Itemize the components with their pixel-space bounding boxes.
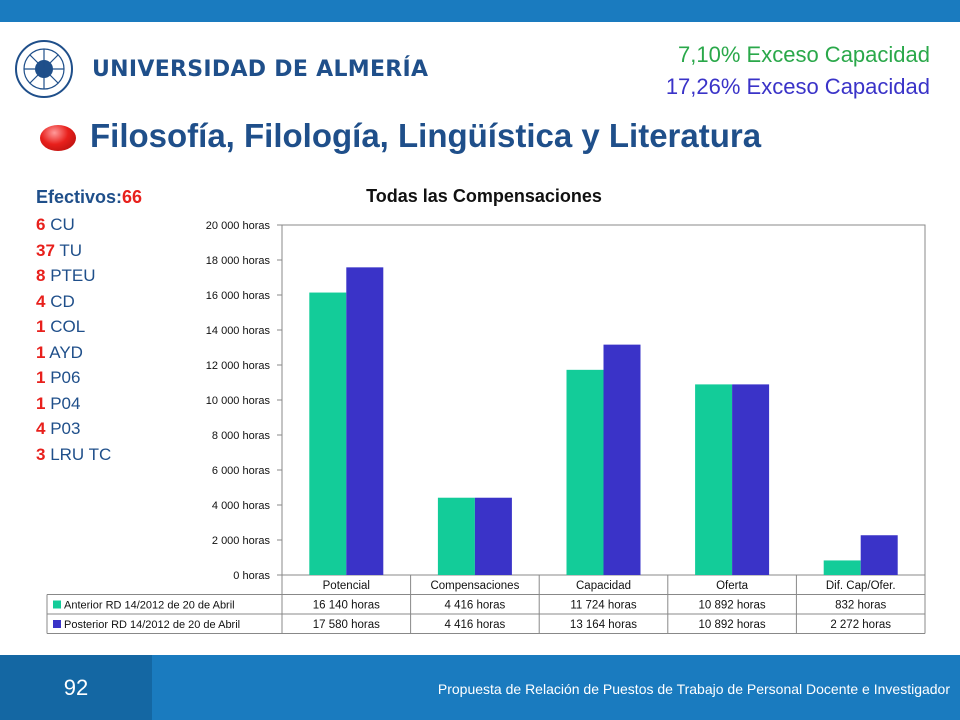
y-tick-label: 0 horas — [233, 570, 270, 582]
y-tick-label: 20 000 horas — [206, 220, 271, 232]
legend-swatch — [53, 620, 61, 628]
staff-count: 3 — [36, 444, 46, 464]
y-tick-label: 4 000 horas — [212, 500, 271, 512]
staff-count: 8 — [36, 266, 46, 285]
staff-code: TU — [54, 240, 82, 260]
data-label: 4 416 horas — [445, 619, 506, 631]
staff-code: P04 — [45, 393, 81, 413]
data-label: 4 416 horas — [445, 600, 506, 612]
legend-swatch — [53, 600, 61, 609]
staff-code: PTEU — [45, 266, 96, 285]
category-label: Oferta — [716, 580, 749, 592]
staff-row: 3 LRU TC — [36, 442, 142, 468]
staff-row: 1 COL — [36, 314, 142, 340]
excess-pct-1: 7,10% — [678, 42, 741, 67]
y-tick-label: 8 000 horas — [212, 430, 271, 442]
bar-posterior — [860, 535, 898, 575]
staff-row: 1 P04 — [36, 391, 142, 417]
y-tick-label: 6 000 horas — [212, 465, 271, 477]
bar-chart: 0 horas 2 000 horas 4 000 horas 6 000 horas… — [46, 220, 926, 634]
staff-count: 6 — [36, 215, 46, 234]
staff-row: 4 CD — [36, 289, 142, 315]
excess-text-2: Exceso Capacidad — [740, 74, 930, 99]
staff-count: 1 — [36, 317, 46, 336]
data-label: 10 892 horas — [699, 619, 766, 631]
category-label: Potencial — [323, 580, 370, 592]
staff-row: 4 P03 — [36, 416, 142, 442]
top-bar — [0, 0, 960, 22]
y-tick-label: 14 000 horas — [206, 325, 271, 337]
bar-posterior — [732, 384, 770, 575]
staff-row: 37 TU — [36, 238, 142, 264]
data-label: 13 164 horas — [570, 619, 637, 631]
data-label: 10 892 horas — [699, 600, 766, 612]
bar-anterior — [309, 292, 347, 575]
page-title: Filosofía, Filología, Lingüística y Lite… — [90, 117, 762, 154]
bar-anterior — [437, 497, 475, 575]
y-tick-label: 2 000 horas — [212, 535, 271, 547]
red-bullet-icon — [40, 125, 76, 151]
data-label: 2 272 horas — [830, 619, 891, 631]
y-tick-label: 16 000 horas — [206, 290, 271, 302]
staff-code: AYD — [45, 342, 83, 362]
excess-text-1: Exceso Capacidad — [740, 42, 930, 67]
staff-code: CD — [45, 291, 75, 311]
staff-header: Efectivos:66 — [36, 187, 142, 208]
staff-code: LRU TC — [45, 444, 112, 464]
excess-line-2: 17,26% Exceso Capacidad — [666, 74, 930, 100]
staff-count: 37 — [36, 240, 55, 260]
y-tick-label: 10 000 horas — [206, 395, 271, 407]
footer-text: Propuesta de Relación de Puestos de Trab… — [437, 681, 950, 697]
data-label: 17 580 horas — [313, 619, 380, 631]
data-label: 16 140 horas — [313, 600, 380, 612]
bar-posterior — [474, 497, 512, 575]
university-logo — [15, 40, 73, 98]
category-label: Capacidad — [576, 580, 631, 592]
chart-title: Todas las Compensaciones — [366, 186, 602, 206]
excess-pct-2: 17,26% — [665, 74, 741, 99]
page-number: 92 — [0, 655, 152, 720]
staff-total: 66 — [122, 187, 143, 207]
staff-row: 6 CU — [36, 212, 142, 238]
staff-count: 4 — [36, 419, 46, 438]
staff-count: 4 — [36, 291, 46, 311]
legend-series-name: Posterior RD 14/2012 de 20 de Abril — [64, 619, 240, 631]
data-label: 832 horas — [835, 600, 886, 612]
staff-count: 1 — [36, 342, 46, 362]
staff-row: 1 P06 — [36, 365, 142, 391]
y-tick-label: 18 000 horas — [206, 255, 271, 267]
data-label: 11 724 horas — [570, 600, 637, 612]
staff-code: P03 — [45, 419, 81, 438]
category-label: Compensaciones — [430, 580, 519, 592]
staff-count: 1 — [36, 393, 46, 413]
staff-code: P06 — [45, 368, 81, 387]
legend-series-name: Anterior RD 14/2012 de 20 de Abril — [64, 600, 235, 612]
staff-code: CU — [45, 215, 75, 234]
category-label: Dif. Cap/Ofer. — [826, 580, 896, 592]
bar-posterior — [603, 344, 641, 575]
bar-anterior — [823, 560, 861, 575]
staff-list: Efectivos:66 6 CU 37 TU 8 PTEU 4 CD 1 CO… — [36, 187, 142, 467]
staff-row: 1 AYD — [36, 340, 142, 366]
staff-row: 8 PTEU — [36, 263, 142, 289]
footer: 92 Propuesta de Relación de Puestos de T… — [0, 655, 960, 720]
bar-posterior — [346, 267, 384, 575]
staff-label: Efectivos: — [36, 187, 123, 207]
y-tick-label: 12 000 horas — [206, 360, 271, 372]
excess-line-1: 7,10% Exceso Capacidad — [678, 42, 930, 68]
university-name: UNIVERSIDAD DE ALMERÍA — [92, 57, 429, 82]
staff-code: COL — [45, 317, 86, 336]
staff-count: 1 — [36, 368, 46, 387]
bar-anterior — [566, 369, 604, 575]
bar-anterior — [695, 384, 733, 575]
